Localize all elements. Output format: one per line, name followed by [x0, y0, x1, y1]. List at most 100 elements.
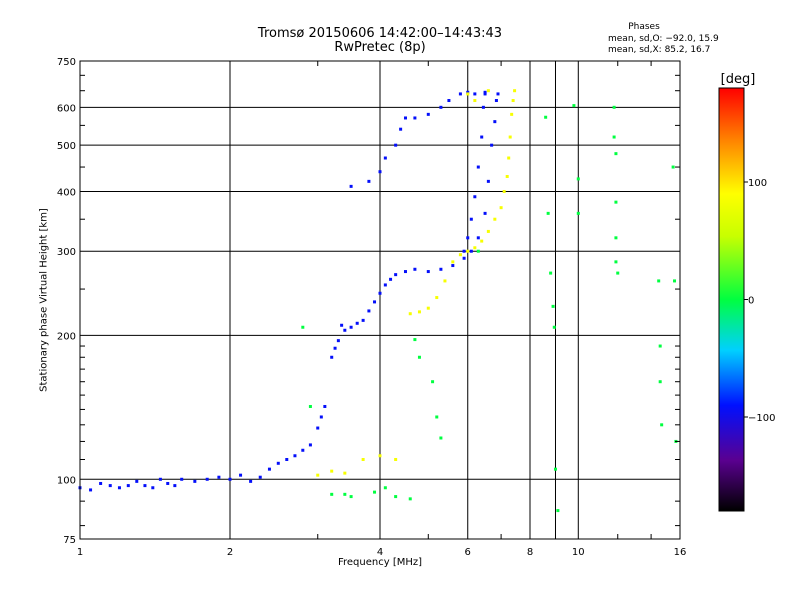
data-point	[546, 211, 550, 215]
data-point	[473, 246, 477, 250]
data-point	[158, 477, 162, 481]
data-point	[494, 99, 498, 103]
data-point	[480, 135, 484, 139]
data-point	[403, 116, 407, 120]
data-point	[394, 143, 398, 147]
data-point	[330, 355, 334, 359]
phase-stats-x-mode: mean, sd,X: 85.2, 16.7	[608, 45, 711, 55]
data-point	[394, 273, 398, 277]
y-tick-label: 750	[57, 57, 76, 68]
data-point	[367, 309, 371, 313]
data-point	[383, 283, 387, 287]
x-tick-label: 1	[77, 547, 83, 558]
data-point	[258, 475, 262, 479]
data-point	[466, 249, 470, 253]
data-point	[180, 477, 184, 481]
data-point	[301, 448, 305, 452]
data-point	[496, 92, 500, 96]
x-tick-label: 4	[377, 547, 383, 558]
data-point	[483, 90, 487, 94]
data-point	[473, 99, 477, 103]
data-point	[399, 127, 403, 131]
data-point	[355, 321, 359, 325]
data-point	[544, 115, 548, 119]
data-point	[614, 152, 618, 156]
data-point	[267, 467, 271, 471]
data-point	[239, 473, 243, 477]
data-point	[316, 473, 320, 477]
grid-lines	[80, 61, 680, 539]
data-point	[507, 156, 511, 160]
data-point	[378, 454, 382, 458]
data-point	[493, 120, 497, 124]
data-point	[389, 277, 393, 281]
data-point	[572, 104, 576, 108]
data-point	[458, 92, 462, 96]
x-tick-label: 6	[465, 547, 471, 558]
data-point	[451, 260, 455, 264]
data-point	[378, 170, 382, 174]
data-point	[417, 310, 421, 314]
y-tick-label: 100	[57, 475, 76, 486]
chart-title: Tromsø 20150606 14:42:00–14:43:43	[257, 26, 503, 41]
data-point	[439, 267, 443, 271]
data-point	[443, 279, 447, 283]
data-point	[658, 344, 662, 348]
data-point	[308, 404, 312, 408]
data-point	[493, 217, 497, 221]
data-point	[576, 211, 580, 215]
data-point	[383, 486, 387, 490]
data-points	[78, 89, 678, 513]
data-point	[614, 260, 618, 264]
data-point	[413, 338, 417, 342]
data-point	[330, 469, 334, 473]
data-point	[612, 135, 616, 139]
data-point	[301, 325, 305, 329]
data-point	[336, 339, 340, 343]
data-point	[426, 112, 430, 116]
data-point	[205, 477, 209, 481]
data-point	[473, 92, 477, 96]
data-point	[513, 89, 517, 93]
data-point	[469, 217, 473, 221]
y-tick-label: 75	[63, 535, 76, 546]
data-point	[431, 380, 435, 384]
data-point	[614, 236, 618, 240]
data-point	[549, 271, 553, 275]
data-point	[408, 312, 412, 316]
colorbar-ticks: 100 0 −100	[744, 178, 775, 424]
colorbar	[718, 87, 745, 512]
data-point	[447, 99, 451, 103]
data-point	[151, 486, 155, 490]
data-point	[462, 256, 466, 260]
colorbar-tick-label: 100	[748, 178, 767, 189]
data-point	[426, 306, 430, 310]
data-point	[435, 296, 439, 300]
data-point	[126, 484, 130, 488]
data-point	[476, 236, 480, 240]
data-point	[166, 481, 170, 485]
data-point	[657, 279, 661, 283]
data-point	[671, 165, 675, 169]
data-point	[612, 105, 616, 109]
data-point	[378, 291, 382, 295]
data-point	[373, 300, 377, 304]
data-point	[486, 179, 490, 183]
data-point	[343, 492, 347, 496]
y-tick-label: 200	[57, 331, 76, 342]
x-tick-label: 10	[572, 547, 585, 558]
x-axis-ticks: 1 2 4 6 8 10 16	[77, 61, 686, 558]
data-point	[285, 457, 289, 461]
chart-subtitle: RwPretec (8p)	[334, 40, 426, 55]
data-point	[511, 99, 515, 103]
data-point	[276, 461, 280, 465]
data-point	[576, 177, 580, 181]
data-point	[483, 92, 487, 96]
data-point	[462, 249, 466, 253]
data-point	[394, 495, 398, 499]
data-point	[361, 318, 365, 322]
x-axis-label: Frequency [MHz]	[337, 557, 423, 568]
data-point	[413, 267, 417, 271]
data-point	[340, 323, 344, 327]
